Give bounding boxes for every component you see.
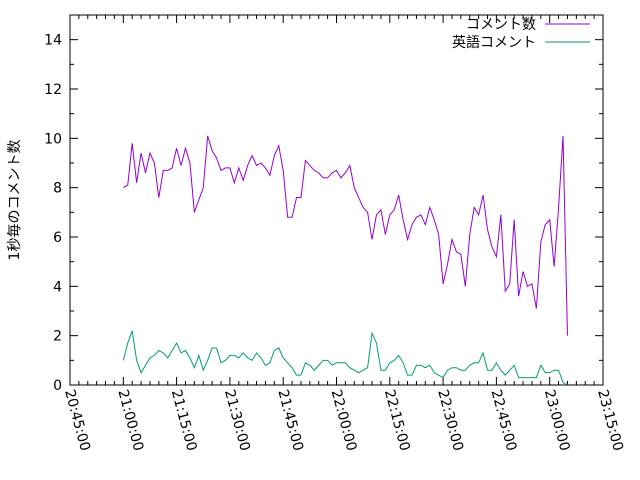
x-tick-label: 22:15:00 (381, 388, 413, 453)
series-layer (122, 135, 568, 386)
y-tick-label: 6 (53, 230, 62, 246)
x-tick-label: 23:00:00 (541, 388, 573, 453)
legend-label-1: コメント数 (466, 17, 536, 33)
x-tick-label: 22:30:00 (434, 388, 466, 453)
x-tick-label: 22:00:00 (328, 388, 360, 453)
x-tick-label: 23:15:00 (594, 388, 626, 453)
x-tick-label: 21:45:00 (274, 388, 306, 453)
plot-frame (69, 14, 604, 386)
x-tick-label: 22:45:00 (488, 388, 520, 453)
y-axis-label: 1秒毎のコメント数 (7, 140, 23, 261)
y-tick-label: 14 (44, 33, 62, 49)
series-line-2 (122, 330, 568, 386)
y-tick-label: 12 (44, 82, 62, 98)
y-tick-label: 8 (53, 181, 62, 197)
x-tick-label: 20:45:00 (61, 388, 93, 453)
series-line-1 (123, 135, 568, 336)
y-tick-label: 4 (53, 279, 62, 295)
y-tick-label: 2 (53, 329, 62, 345)
x-tick-label: 21:30:00 (221, 388, 253, 453)
y-tick-label: 10 (44, 131, 62, 147)
x-axis: 20:45:00 21:00:00 21:15:00 21:30:00 21:45:00… (61, 15, 626, 453)
y-tick-label: 0 (53, 378, 62, 394)
x-tick-label: 21:15:00 (168, 388, 200, 453)
x-tick-label: 21:00:00 (114, 388, 146, 453)
legend-label-2: 英語コメント (452, 34, 536, 51)
y-axis: 0 2 4 6 8 10 12 14 (44, 33, 603, 394)
